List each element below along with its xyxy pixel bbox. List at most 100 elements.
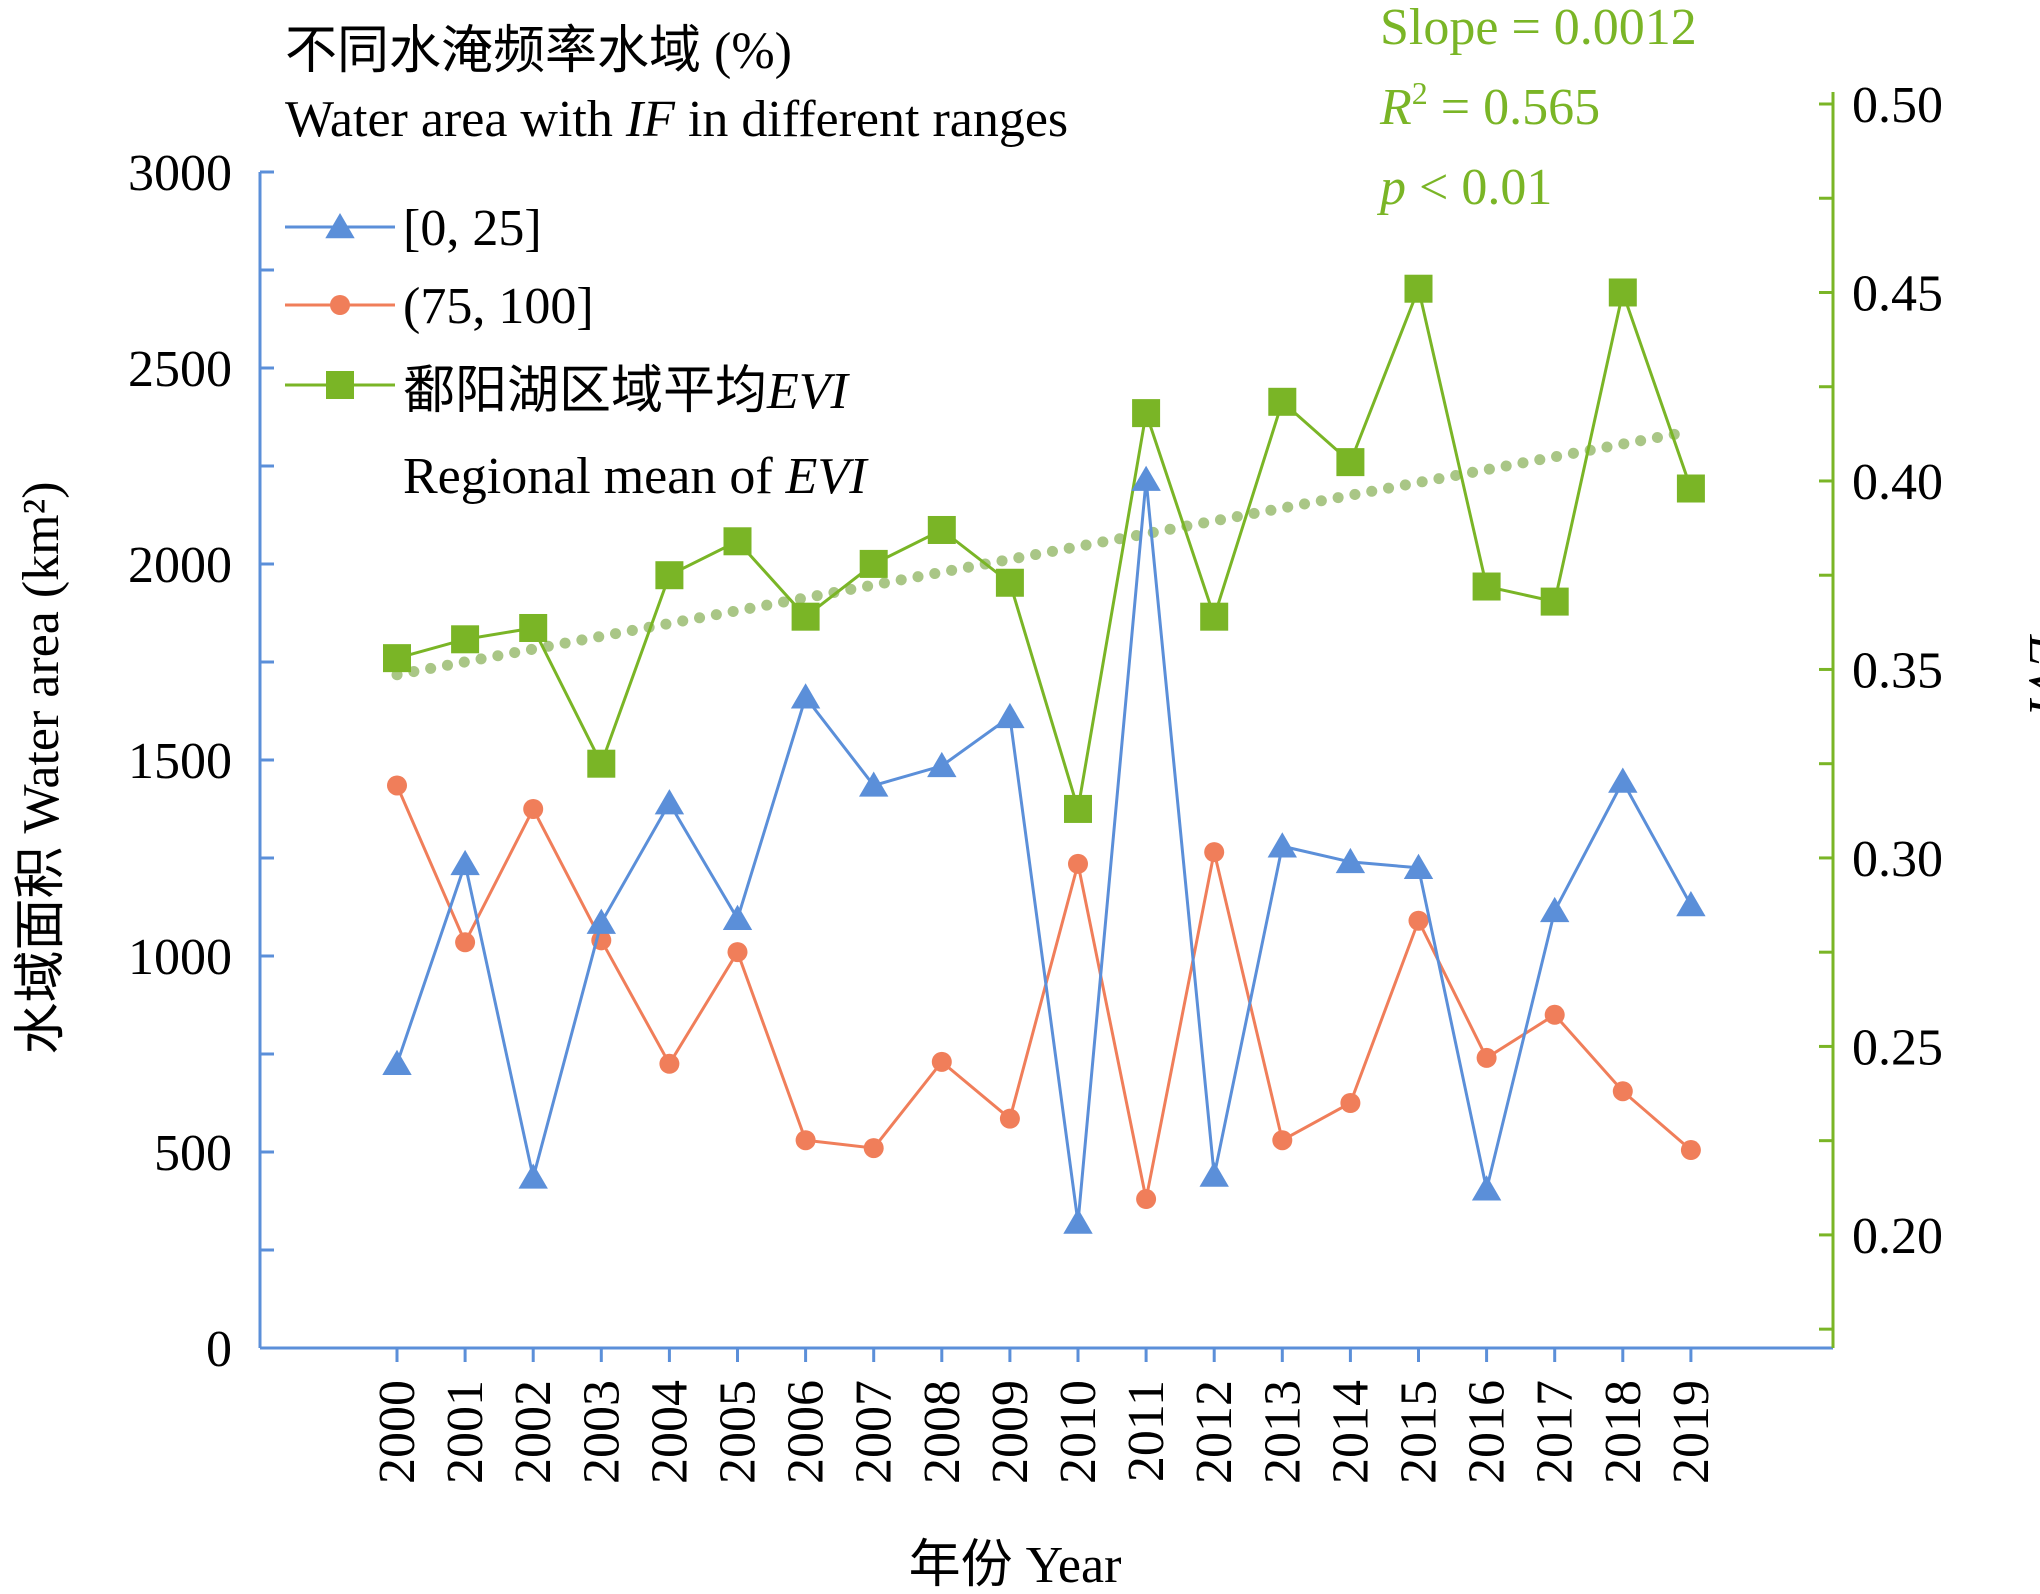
y-right-tick-label: 0.30 xyxy=(1852,831,1943,888)
series-3-point xyxy=(1608,278,1637,307)
x-tick-label: 2015 xyxy=(1391,1380,1448,1484)
legend-title-en: Water area with IF in different ranges xyxy=(285,91,1068,148)
series-3-point xyxy=(927,515,956,544)
series-2-point xyxy=(1680,1140,1701,1161)
series-3-point xyxy=(1064,794,1092,823)
legend-series3-label-en: Regional mean of EVI xyxy=(403,448,869,505)
trendline xyxy=(391,425,1697,681)
series-2-point xyxy=(931,1051,952,1072)
series-3-point xyxy=(1132,399,1161,428)
series-1-point xyxy=(1471,1175,1502,1201)
series-3-point xyxy=(791,602,820,631)
legend: [0, 25] (75, 100] xyxy=(285,200,594,399)
series-1-point xyxy=(654,789,685,815)
series-3-point xyxy=(995,568,1024,597)
legend-series1-label: [0, 25] xyxy=(403,200,542,257)
annotation-p-rest: < 0.01 xyxy=(1406,159,1552,216)
x-tick-label: 2019 xyxy=(1663,1380,1720,1484)
y-right-tick-label: 0.20 xyxy=(1852,1208,1943,1265)
series-3-point xyxy=(859,549,888,578)
series-1-point xyxy=(1403,853,1434,879)
x-tick-label: 2005 xyxy=(710,1380,767,1484)
x-tick-label: 2016 xyxy=(1459,1380,1516,1484)
annotation-r2-rest: = 0.565 xyxy=(1428,79,1600,136)
annotation-r2-r: R xyxy=(1379,79,1412,136)
series-2-point xyxy=(1612,1081,1633,1102)
series-1-point xyxy=(1608,767,1638,793)
y-left-tick-label: 0 xyxy=(206,1321,232,1378)
x-tick-label: 2004 xyxy=(641,1380,698,1484)
x-tick-label: 2018 xyxy=(1595,1380,1652,1484)
series-2-point xyxy=(795,1130,816,1151)
x-tick-label: 2010 xyxy=(1050,1380,1107,1484)
annotation-slope: Slope = 0.0012 xyxy=(1380,0,1697,56)
series-3-point xyxy=(587,749,616,778)
legend-series3-label-plain: 鄱阳湖区域平均 xyxy=(403,363,767,420)
series-3-point xyxy=(451,625,480,654)
x-axis-title: 年份 Year xyxy=(909,1537,1122,1594)
series-1-point xyxy=(518,1163,548,1189)
annotation-r2: R2 = 0.565 xyxy=(1379,75,1600,136)
series-2-point xyxy=(1340,1093,1361,1113)
series-1-point xyxy=(1199,1161,1229,1187)
series-2-point xyxy=(1204,842,1225,863)
series-2-point xyxy=(1272,1130,1293,1151)
series-3-point xyxy=(1676,474,1705,503)
x-tick-label: 2001 xyxy=(437,1380,494,1484)
series-2-point xyxy=(1068,853,1088,874)
x-tick-label: 2003 xyxy=(573,1380,630,1484)
series-2-point xyxy=(659,1053,680,1074)
x-tick-label: 2000 xyxy=(369,1380,426,1484)
series-1-point xyxy=(790,683,821,709)
annotation-p-ital: p xyxy=(1376,159,1406,216)
annotation-p: p < 0.01 xyxy=(1376,159,1552,216)
series-1-point xyxy=(450,849,480,876)
series-2 xyxy=(387,775,1701,1210)
x-tick-label: 2006 xyxy=(778,1380,835,1484)
x-tick-label: 2014 xyxy=(1322,1380,1379,1484)
series-3-point xyxy=(1268,387,1297,416)
series-1-point xyxy=(1267,832,1297,858)
series-3-point xyxy=(1472,572,1501,601)
series-2-point xyxy=(999,1108,1020,1129)
series-2-point xyxy=(1476,1047,1497,1068)
legend-title-en-pre: Water area with xyxy=(285,91,626,148)
y-right-tick-label: 0.25 xyxy=(1852,1019,1943,1076)
series-2-point xyxy=(387,775,407,796)
legend-series3-label-ital: EVI xyxy=(766,363,851,420)
series-1-point xyxy=(859,771,889,797)
annotation-r2-sup: 2 xyxy=(1412,75,1428,111)
series-2-point xyxy=(863,1138,884,1159)
series-2-point xyxy=(727,942,748,963)
y-right-tick-label: 0.40 xyxy=(1852,454,1943,511)
series-2-line xyxy=(395,784,1692,1200)
plot-area xyxy=(382,274,1706,1234)
series-1-line xyxy=(395,479,1693,1223)
series-3-point xyxy=(1540,587,1569,616)
legend-series3-marker xyxy=(326,371,354,399)
y-right-tick-label: 0.35 xyxy=(1852,642,1943,699)
series-1-point xyxy=(722,904,753,930)
y-left-tick-label: 1500 xyxy=(128,733,232,790)
series-3-point xyxy=(1336,448,1365,477)
series-3-point xyxy=(519,613,548,642)
legend-series2-label: (75, 100] xyxy=(403,278,594,335)
series-3 xyxy=(383,274,1705,823)
y-right-axis-title: EVI xyxy=(2018,634,2040,719)
x-tick-label: 2008 xyxy=(914,1380,971,1484)
series-2-point xyxy=(1544,1004,1565,1025)
y-left-tick-label: 500 xyxy=(154,1125,232,1182)
y-left-tick-label: 2000 xyxy=(128,537,232,594)
y-left-tick-label: 1000 xyxy=(128,929,232,986)
series-3-point xyxy=(1200,602,1229,631)
legend-title-en-post: in different ranges xyxy=(675,91,1068,148)
series-3-point xyxy=(383,644,411,673)
x-tick-label: 2009 xyxy=(982,1380,1039,1484)
series-1-point xyxy=(927,751,957,778)
series-3-point xyxy=(655,561,684,590)
series-1-point xyxy=(1676,891,1706,917)
x-tick-label: 2007 xyxy=(846,1380,903,1484)
y-right-tick-label: 0.45 xyxy=(1852,265,1943,322)
